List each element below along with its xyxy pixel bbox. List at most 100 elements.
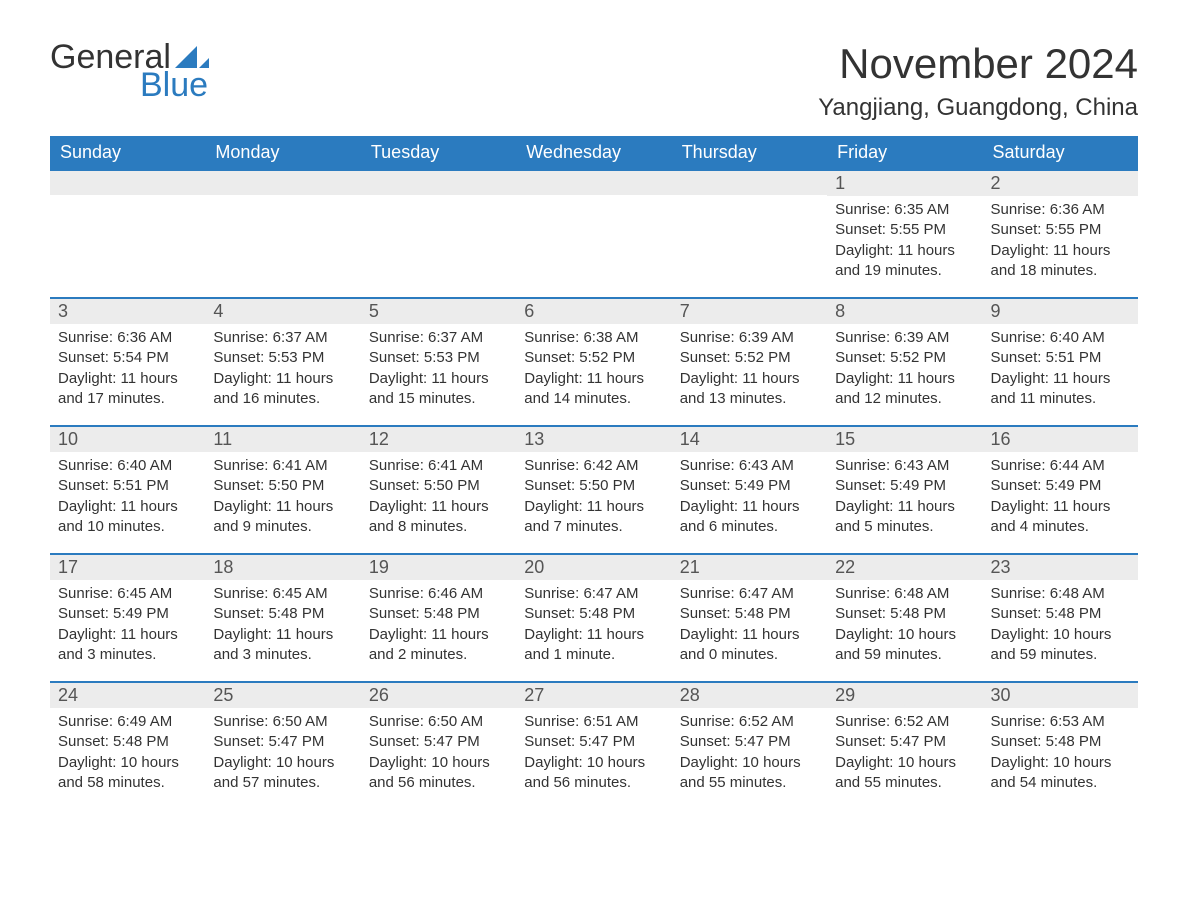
sunrise-line: Sunrise: 6:45 AM [58,584,197,604]
sunset-line: Sunset: 5:50 PM [369,476,508,496]
calendar-day: 23Sunrise: 6:48 AMSunset: 5:48 PMDayligh… [983,553,1138,681]
day-details: Sunrise: 6:47 AMSunset: 5:48 PMDaylight:… [672,580,827,673]
sunrise-line: Sunrise: 6:52 AM [835,712,974,732]
sunrise-line: Sunrise: 6:42 AM [524,456,663,476]
calendar-day: 14Sunrise: 6:43 AMSunset: 5:49 PMDayligh… [672,425,827,553]
calendar-body: 1Sunrise: 6:35 AMSunset: 5:55 PMDaylight… [50,169,1138,809]
sunrise-line: Sunrise: 6:37 AM [369,328,508,348]
sunrise-line: Sunrise: 6:35 AM [835,200,974,220]
sunrise-line: Sunrise: 6:40 AM [58,456,197,476]
day-details: Sunrise: 6:40 AMSunset: 5:51 PMDaylight:… [983,324,1138,417]
day-details: Sunrise: 6:45 AMSunset: 5:48 PMDaylight:… [205,580,360,673]
sail-icon [175,46,209,68]
daylight-line: Daylight: 11 hours and 19 minutes. [835,241,974,282]
sunset-line: Sunset: 5:48 PM [58,732,197,752]
day-number: 28 [672,681,827,708]
sunset-line: Sunset: 5:49 PM [835,476,974,496]
calendar-week: 3Sunrise: 6:36 AMSunset: 5:54 PMDaylight… [50,297,1138,425]
sunrise-line: Sunrise: 6:38 AM [524,328,663,348]
calendar-day: 29Sunrise: 6:52 AMSunset: 5:47 PMDayligh… [827,681,982,809]
weekday-header: Thursday [672,136,827,169]
calendar-week: 10Sunrise: 6:40 AMSunset: 5:51 PMDayligh… [50,425,1138,553]
day-number: 13 [516,425,671,452]
empty-day-bar [361,169,516,195]
day-details: Sunrise: 6:51 AMSunset: 5:47 PMDaylight:… [516,708,671,801]
day-details: Sunrise: 6:53 AMSunset: 5:48 PMDaylight:… [983,708,1138,801]
sunrise-line: Sunrise: 6:36 AM [991,200,1130,220]
logo-word-blue: Blue [140,68,209,102]
calendar-week: 1Sunrise: 6:35 AMSunset: 5:55 PMDaylight… [50,169,1138,297]
day-number: 20 [516,553,671,580]
day-number: 14 [672,425,827,452]
day-details: Sunrise: 6:42 AMSunset: 5:50 PMDaylight:… [516,452,671,545]
calendar-day: 24Sunrise: 6:49 AMSunset: 5:48 PMDayligh… [50,681,205,809]
day-details: Sunrise: 6:36 AMSunset: 5:55 PMDaylight:… [983,196,1138,289]
sunset-line: Sunset: 5:47 PM [680,732,819,752]
calendar-day: 9Sunrise: 6:40 AMSunset: 5:51 PMDaylight… [983,297,1138,425]
day-details: Sunrise: 6:39 AMSunset: 5:52 PMDaylight:… [672,324,827,417]
calendar-day: 27Sunrise: 6:51 AMSunset: 5:47 PMDayligh… [516,681,671,809]
daylight-line: Daylight: 10 hours and 57 minutes. [213,753,352,794]
calendar-day: 26Sunrise: 6:50 AMSunset: 5:47 PMDayligh… [361,681,516,809]
empty-day-bar [50,169,205,195]
sunset-line: Sunset: 5:47 PM [213,732,352,752]
daylight-line: Daylight: 11 hours and 11 minutes. [991,369,1130,410]
daylight-line: Daylight: 11 hours and 18 minutes. [991,241,1130,282]
calendar-week: 24Sunrise: 6:49 AMSunset: 5:48 PMDayligh… [50,681,1138,809]
day-number: 1 [827,169,982,196]
sunrise-line: Sunrise: 6:49 AM [58,712,197,732]
calendar-header: SundayMondayTuesdayWednesdayThursdayFrid… [50,136,1138,169]
calendar-day: 13Sunrise: 6:42 AMSunset: 5:50 PMDayligh… [516,425,671,553]
day-number: 25 [205,681,360,708]
calendar-day: 18Sunrise: 6:45 AMSunset: 5:48 PMDayligh… [205,553,360,681]
day-number: 26 [361,681,516,708]
day-details: Sunrise: 6:48 AMSunset: 5:48 PMDaylight:… [983,580,1138,673]
sunrise-line: Sunrise: 6:47 AM [680,584,819,604]
day-number: 21 [672,553,827,580]
sunrise-line: Sunrise: 6:46 AM [369,584,508,604]
day-details: Sunrise: 6:39 AMSunset: 5:52 PMDaylight:… [827,324,982,417]
day-details: Sunrise: 6:47 AMSunset: 5:48 PMDaylight:… [516,580,671,673]
sunrise-line: Sunrise: 6:51 AM [524,712,663,732]
calendar-day: 5Sunrise: 6:37 AMSunset: 5:53 PMDaylight… [361,297,516,425]
sunset-line: Sunset: 5:55 PM [835,220,974,240]
sunrise-line: Sunrise: 6:41 AM [369,456,508,476]
calendar-day-empty [516,169,671,297]
calendar-day: 3Sunrise: 6:36 AMSunset: 5:54 PMDaylight… [50,297,205,425]
day-details: Sunrise: 6:43 AMSunset: 5:49 PMDaylight:… [827,452,982,545]
calendar-day: 7Sunrise: 6:39 AMSunset: 5:52 PMDaylight… [672,297,827,425]
sunrise-line: Sunrise: 6:36 AM [58,328,197,348]
calendar-day: 16Sunrise: 6:44 AMSunset: 5:49 PMDayligh… [983,425,1138,553]
sunset-line: Sunset: 5:52 PM [835,348,974,368]
sunset-line: Sunset: 5:48 PM [835,604,974,624]
daylight-line: Daylight: 11 hours and 0 minutes. [680,625,819,666]
day-number: 9 [983,297,1138,324]
day-number: 8 [827,297,982,324]
sunset-line: Sunset: 5:47 PM [835,732,974,752]
daylight-line: Daylight: 11 hours and 9 minutes. [213,497,352,538]
sunset-line: Sunset: 5:48 PM [991,604,1130,624]
calendar-day-empty [205,169,360,297]
sunset-line: Sunset: 5:47 PM [524,732,663,752]
day-number: 12 [361,425,516,452]
day-details: Sunrise: 6:50 AMSunset: 5:47 PMDaylight:… [205,708,360,801]
daylight-line: Daylight: 11 hours and 8 minutes. [369,497,508,538]
sunrise-line: Sunrise: 6:52 AM [680,712,819,732]
daylight-line: Daylight: 10 hours and 59 minutes. [991,625,1130,666]
sunset-line: Sunset: 5:48 PM [991,732,1130,752]
weekday-header: Saturday [983,136,1138,169]
day-details: Sunrise: 6:36 AMSunset: 5:54 PMDaylight:… [50,324,205,417]
sunrise-line: Sunrise: 6:37 AM [213,328,352,348]
day-details: Sunrise: 6:41 AMSunset: 5:50 PMDaylight:… [361,452,516,545]
day-number: 4 [205,297,360,324]
calendar-day: 6Sunrise: 6:38 AMSunset: 5:52 PMDaylight… [516,297,671,425]
sunrise-line: Sunrise: 6:48 AM [991,584,1130,604]
day-details: Sunrise: 6:44 AMSunset: 5:49 PMDaylight:… [983,452,1138,545]
sunrise-line: Sunrise: 6:50 AM [369,712,508,732]
day-number: 10 [50,425,205,452]
calendar-day-empty [672,169,827,297]
sunrise-line: Sunrise: 6:44 AM [991,456,1130,476]
day-number: 18 [205,553,360,580]
sunset-line: Sunset: 5:48 PM [369,604,508,624]
sunset-line: Sunset: 5:49 PM [680,476,819,496]
